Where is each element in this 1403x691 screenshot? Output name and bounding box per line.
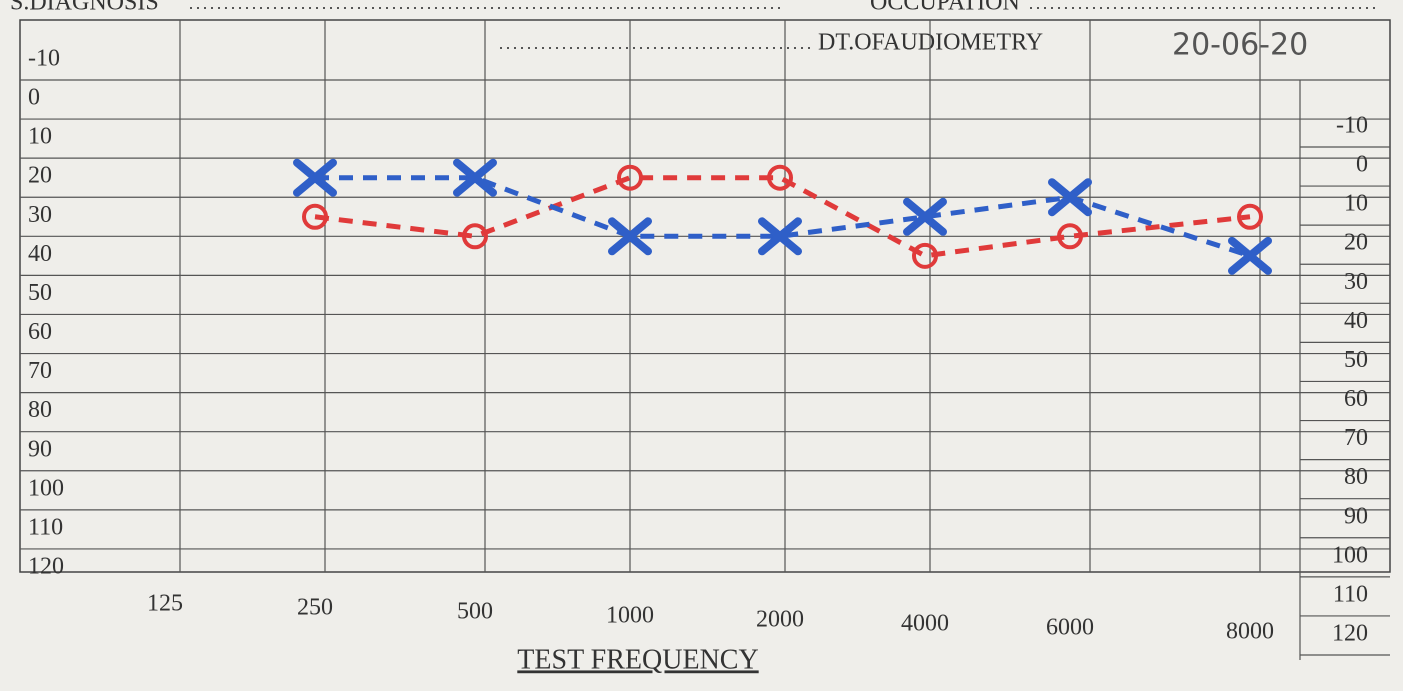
left-ear-marker <box>1228 236 1272 275</box>
y-tick-label: 80 <box>28 397 52 423</box>
x-tick-label: 4000 <box>901 611 949 637</box>
y-tick-label: 40 <box>28 241 52 267</box>
y2-tick-label: 30 <box>1344 269 1368 295</box>
y-tick-label: 30 <box>28 202 52 228</box>
left-ear-marker <box>1048 178 1092 217</box>
y-tick-label: 0 <box>28 85 40 111</box>
y2-tick-label: 80 <box>1344 464 1368 490</box>
y2-tick-label: 0 <box>1356 152 1368 178</box>
right-ear-marker <box>912 242 938 269</box>
x-axis-label: TEST FREQUENCY <box>517 644 758 675</box>
y2-tick-label: -10 <box>1336 113 1368 139</box>
right-ear-marker <box>302 203 328 230</box>
y2-tick-label: 110 <box>1333 581 1368 607</box>
y2-tick-label: 60 <box>1344 386 1368 412</box>
y2-tick-label: 40 <box>1344 308 1368 334</box>
right-ear-marker <box>767 164 793 191</box>
x-tick-label: 500 <box>457 599 493 625</box>
audiometry-date: 20-06-20 <box>1172 28 1308 63</box>
right-ear-marker <box>1057 223 1083 250</box>
right-ear-marker <box>617 164 643 191</box>
y-tick-label: 110 <box>28 514 63 540</box>
left-ear-marker <box>758 217 802 256</box>
left-ear-marker <box>453 158 497 197</box>
y-tick-label: 100 <box>28 475 64 501</box>
y-tick-label: 70 <box>28 358 52 384</box>
grid-frame <box>19 19 1391 573</box>
y-tick-label: 90 <box>28 436 52 462</box>
y2-tick-label: 20 <box>1344 230 1368 256</box>
x-tick-label: 2000 <box>756 607 804 633</box>
x-tick-label: 1000 <box>606 603 654 629</box>
occupation-label: OCCUPATION <box>870 0 1020 16</box>
x-tick-label: 6000 <box>1046 615 1094 641</box>
diagnosis-label: S.DIAGNOSIS <box>10 0 159 16</box>
left-ear-marker <box>903 197 947 236</box>
y2-tick-label: 10 <box>1344 191 1368 217</box>
y2-tick-label: 90 <box>1344 503 1368 529</box>
x-tick-label: 250 <box>297 595 333 621</box>
left-ear-marker <box>608 217 652 256</box>
right-ear-marker <box>1237 203 1263 230</box>
right-ear-marker <box>462 223 488 250</box>
y-tick-label: 20 <box>28 163 52 189</box>
y-tick-label: 60 <box>28 319 52 345</box>
y-tick-label: 50 <box>28 280 52 306</box>
y-tick-label: 10 <box>28 124 52 150</box>
y2-tick-label: 100 <box>1332 542 1368 568</box>
y2-tick-label: 50 <box>1344 347 1368 373</box>
left-ear-marker <box>293 158 337 197</box>
x-tick-label: 125 <box>147 591 183 617</box>
y2-tick-label: 70 <box>1344 425 1368 451</box>
y-tick-label: -10 <box>28 46 60 72</box>
y2-tick-label: 120 <box>1332 621 1368 647</box>
y-tick-label: 120 <box>28 554 64 580</box>
x-tick-label: 8000 <box>1226 619 1274 645</box>
